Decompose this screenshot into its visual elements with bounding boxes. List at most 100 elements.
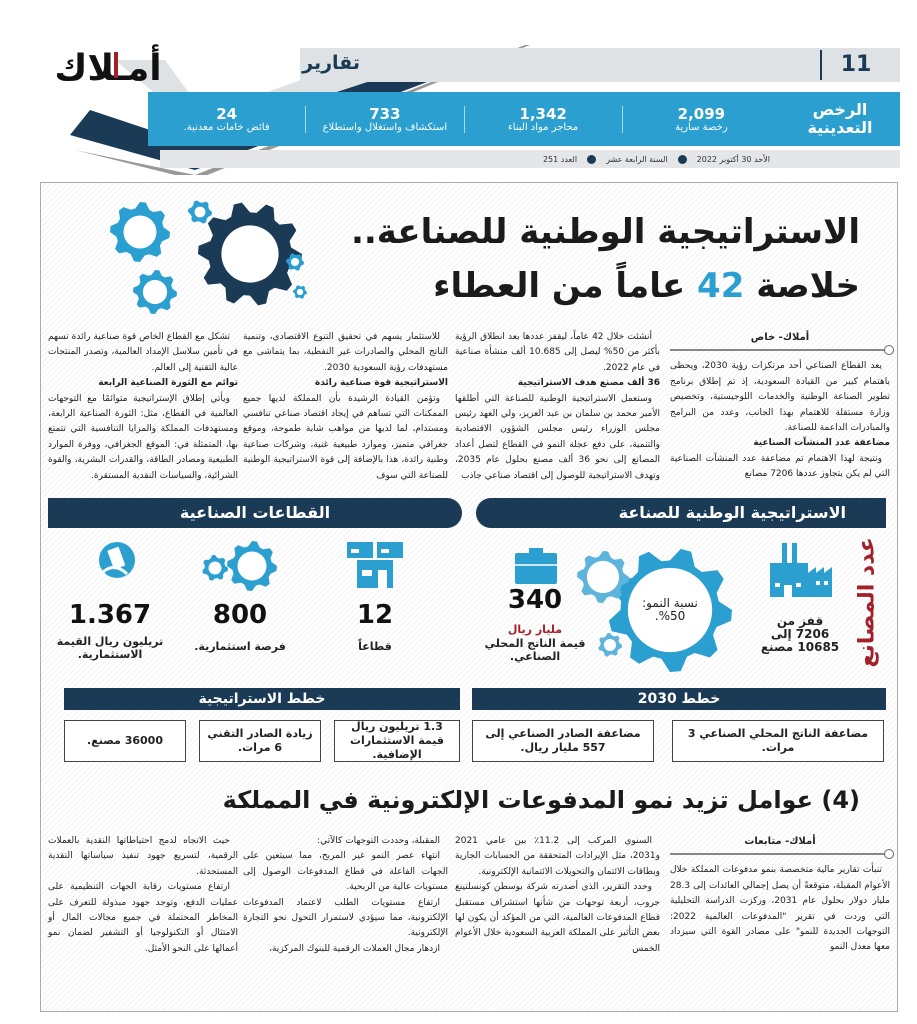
factory-icon <box>770 543 832 597</box>
stat-item: 2,099 رخصة سارية <box>621 104 780 133</box>
paragraph: ارتفاع مستويات رقابة الجهات التنظيمية عل… <box>48 882 238 954</box>
plan-box: زيادة الصادر التقني 6 مرات. <box>199 720 321 762</box>
gdp-value: 340 <box>507 585 563 615</box>
gdp-unit: مليار ريال <box>507 623 563 636</box>
page-number: 11 <box>820 50 890 80</box>
stat-value: 2,099 <box>677 104 726 123</box>
gear-hole <box>627 567 713 653</box>
gears-icon <box>202 541 277 591</box>
sectors-label: قطاعاً <box>358 640 392 653</box>
investment-label: تريليون ريال القيمة الاستثمارية. <box>56 635 164 661</box>
article-column: للاستثمار يسهم في تحقيق التنوع الاقتصادي… <box>243 330 448 484</box>
subheading: الاستراتيجية قوة صناعية رائدة <box>314 378 448 389</box>
byline-rule <box>670 345 894 356</box>
money-hand-icon <box>99 542 135 578</box>
plan-box: مضاعفة الناتج المحلي الصناعي 3 مرات. <box>672 720 884 762</box>
paragraph: حيث الاتجاه لدمج احتياطاتها النقدية بالع… <box>48 836 238 877</box>
paragraph: ازدهار مجال العملات الرقمية للبنوك المرك… <box>269 943 440 954</box>
section-title: تقارير <box>302 52 360 74</box>
strategy-plans-bar: خطط الاستراتيجية <box>64 688 460 710</box>
date: الأحد 30 أكتوبر 2022 <box>696 154 770 164</box>
headline-line1: الاستراتيجية الوطنية للصناعة.. <box>350 212 860 252</box>
paragraph: تشكل مع القطاع الخاص قوة صناعية رائدة تس… <box>48 332 238 373</box>
stat-value: 1,342 <box>519 104 567 123</box>
section-band <box>300 48 900 82</box>
bullet-icon <box>587 154 597 164</box>
stat-item: 24 فائض خامات معدنية. <box>148 106 305 133</box>
headline-payments: (4) عوامل تزيد نمو المدفوعات الإلكترونية… <box>222 786 860 814</box>
gear-hole <box>237 551 267 581</box>
sectors-count: 12 <box>356 600 394 630</box>
article-column: السنوي المركب إلى 11.2٪ بين عامي 2021 و2… <box>455 834 660 957</box>
subheading: توائم مع الثورة الصناعية الرابعة <box>98 378 238 389</box>
headline-number: 42 <box>697 266 745 306</box>
article-column: أملاك- خاص يعد القطاع الصناعي أحد مرتكزا… <box>670 330 894 483</box>
paragraph: المقبلة، وحددت التوجهات كالآتي: <box>317 836 440 846</box>
gear-hole <box>604 639 616 651</box>
stats-title: الرخص التعدينية <box>807 100 873 137</box>
article-column: حيث الاتجاه لدمج احتياطاتها النقدية بالع… <box>48 834 238 957</box>
gear-hole <box>194 206 206 218</box>
paragraph: ويأتي إطلاق الإستراتيجية متوائمًا مع الت… <box>48 393 238 481</box>
paragraph: يعد القطاع الصناعي أحد مرتكزات رؤية 2030… <box>670 361 890 434</box>
national-strategy-bar: الاستراتيجية الوطنية للصناعة <box>476 498 886 528</box>
headline-line2: خلاصة 42 عاماً من العطاء <box>300 266 860 306</box>
gear-hole <box>221 225 279 283</box>
bullet-icon <box>677 154 687 164</box>
paragraph: انتهاء عصر النمو غير المربح، مما سيتعين … <box>243 851 448 893</box>
paragraph: ارتفاع مستويات الطلب لاعتماد المدفوعات ا… <box>243 897 448 939</box>
byline-rule <box>670 849 894 860</box>
factories-growth-text: قفز من 7206 إلى 10685 مصنع <box>760 614 840 654</box>
investment-value: 1.367 <box>68 600 152 630</box>
gear-hole <box>296 288 304 296</box>
paragraph: أنشئت خلال 42 عاماً، ليقفز عددها بعد انط… <box>455 332 660 373</box>
paragraph: وستعمل الاستراتيجية الوطنية للصناعة التي… <box>455 393 660 481</box>
byline: أملاك- متابعات <box>744 836 816 847</box>
factories-count-label: عدد المصانع <box>854 537 880 668</box>
article-column: المقبلة، وحددت التوجهات كالآتي: انتهاء عص… <box>243 834 448 957</box>
growth-gear-icon <box>577 548 732 672</box>
gear-hole <box>290 257 300 267</box>
stat-label: رخصة سارية <box>675 121 728 133</box>
content-frame <box>40 182 898 1012</box>
issue: العدد 251 <box>542 154 578 164</box>
stat-label: فائض خامات معدنية. <box>183 121 270 133</box>
gear-hole <box>208 561 222 575</box>
opportunities-label: فرصة استثمارية. <box>194 640 286 653</box>
buildings-icon <box>347 542 403 588</box>
paragraph: السنوي المركب إلى 11.2٪ بين عامي 2021 و2… <box>455 836 660 877</box>
article-column: أملاك- متابعات تنبأت تقارير مالية متخصصة… <box>670 834 894 956</box>
growth-rate: نسبة النمو: 50%. <box>642 596 698 623</box>
svg-text:أمـلاك: أمـلاك <box>54 44 161 89</box>
gdp-label: قيمة الناتج المحلي الصناعي. <box>484 637 586 663</box>
plans-2030-bar: خطط 2030 <box>472 688 886 710</box>
headline-text: خلاصة <box>744 266 860 306</box>
paragraph: للاستثمار يسهم في تحقيق التنوع الاقتصادي… <box>243 332 448 373</box>
stat-item: 1,342 محاجر مواد البناء <box>463 104 622 133</box>
dateline: الأحد 30 أكتوبر 2022 السنة الرابعة عشر ا… <box>160 150 900 168</box>
plan-box: 1.3 تريليون ريال قيمة الاستثمارات الإضاف… <box>334 720 460 762</box>
stat-item: 733 استكشاف واستغلال واستطلاع <box>305 104 463 133</box>
stat-value: 733 <box>369 104 401 123</box>
headline-text: عاماً من العطاء <box>433 266 698 306</box>
article-column: تشكل مع القطاع الخاص قوة صناعية رائدة تس… <box>48 330 238 484</box>
paragraph: وحدد التقرير، الذي أصدرته شركة بوسطن كون… <box>455 882 660 954</box>
stat-value: 24 <box>216 104 238 123</box>
gears-illustration-icon <box>110 200 307 314</box>
plan-box: مضاعفة الصادر الصناعي إلى 557 مليار ريال… <box>472 720 654 762</box>
logo: أمـلاك <box>38 42 178 92</box>
gear-hole <box>142 279 168 305</box>
gear-hole <box>123 215 157 249</box>
article-column: أنشئت خلال 42 عاماً، ليقفز عددها بعد انط… <box>455 330 660 484</box>
paragraph: وتؤمن القيادة الرشيدة بأن المملكة لديها … <box>243 393 448 481</box>
paragraph: ونتيجة لهذا الاهتمام تم مضاعفة عدد المنش… <box>670 453 890 480</box>
subheading: 36 ألف مصنع هدف الاستراتيجية <box>517 378 660 389</box>
stat-label: استكشاف واستغلال واستطلاع <box>322 121 448 133</box>
industrial-sectors-bar: القطاعات الصناعية <box>48 498 462 528</box>
gear-hole <box>586 560 620 594</box>
paragraph: تنبأت تقارير مالية متخصصة بنمو مدفوعات ا… <box>670 865 890 953</box>
mining-licenses-stats: الرخص التعدينية 2,099 رخصة سارية 1,342 محا… <box>148 92 900 146</box>
year: السنة الرابعة عشر <box>606 154 668 164</box>
byline: أملاك- خاص <box>750 332 810 343</box>
stat-label: محاجر مواد البناء <box>507 121 579 133</box>
